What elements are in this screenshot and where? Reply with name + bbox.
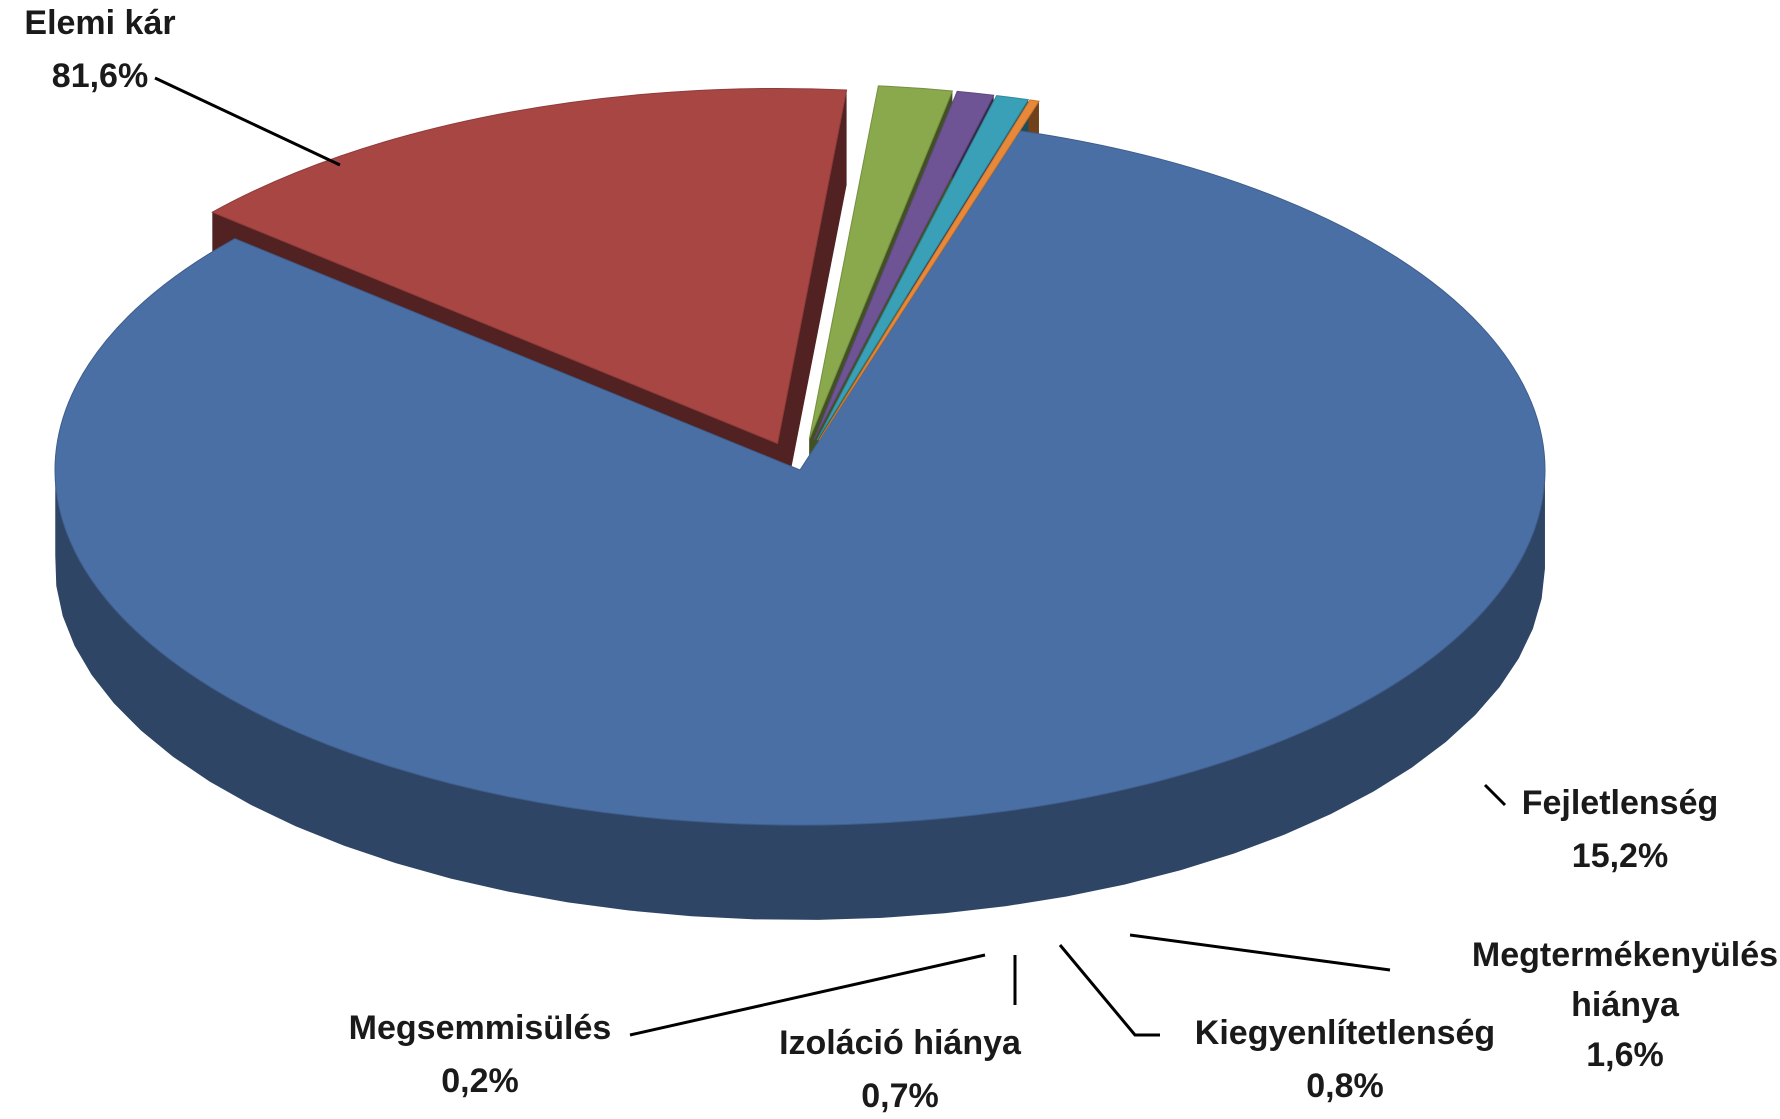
- slice-name-label-megsemmisules: Megsemmisülés: [349, 1009, 612, 1047]
- slice-megsemmisules: [818, 99, 1040, 441]
- slice-value-label-megtermekenyules-hianya: 1,6%: [1586, 1036, 1664, 1074]
- slice-value-label-izolacio-hianya: 0,7%: [861, 1077, 939, 1114]
- slice-value-label-elemi-kar: 81,6%: [52, 57, 148, 95]
- slice-name-label-fejletlenseg: Fejletlenség: [1522, 784, 1719, 822]
- slice-side-elemi-kar: [55, 460, 1545, 920]
- leader-line-kiegyenlitetlenseg: [1058, 944, 1160, 1037]
- slice-wall-fejletlenseg-1: [777, 90, 847, 539]
- leader-line-megsemmisules: [629, 953, 986, 1037]
- leader-line-elemi-kar: [154, 76, 341, 167]
- leader-line-megtermekenyules-hianya: [1129, 933, 1391, 972]
- slice-elemi-kar: [54, 130, 1546, 826]
- slice-name-label-izolacio-hianya: Izoláció hiánya: [779, 1024, 1022, 1062]
- slice-kiegyenlitetlenseg: [813, 90, 995, 440]
- slice-fejletlenseg: [211, 87, 848, 445]
- slice-tops-layer: [54, 85, 1546, 826]
- slice-value-label-kiegyenlitetlenseg: 0,8%: [1306, 1067, 1384, 1105]
- slice-value-label-fejletlenseg: 15,2%: [1572, 837, 1668, 875]
- slice-name-label-kiegyenlitetlenseg: Kiegyenlítetlenség: [1195, 1014, 1495, 1052]
- leader-lines-layer: [154, 76, 1507, 1037]
- slice-izolacio-hianya: [816, 95, 1030, 441]
- leader-line-fejletlenseg: [1483, 783, 1507, 807]
- labels-layer: Elemi kár 81,6% Fejletlenség 15,2% Megtermék…: [24, 4, 1778, 1115]
- slice-value-label-megsemmisules: 0,2%: [441, 1062, 519, 1100]
- slice-megtermekenyules-hianya: [808, 85, 954, 440]
- slice-name-label-megtermekenyules-hianya: Megtermékenyülés hiánya: [1472, 936, 1778, 1024]
- slice-name-label-elemi-kar: Elemi kár: [24, 4, 175, 42]
